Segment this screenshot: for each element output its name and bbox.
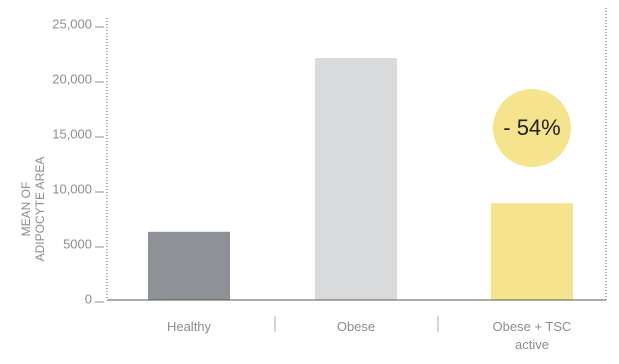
- y-axis-label: MEAN OF ADIPOCYTE AREA: [19, 156, 47, 262]
- bar: [491, 203, 573, 300]
- annotation: - 54%: [503, 115, 560, 140]
- y-tick-label: 10,000: [52, 181, 92, 196]
- annotation-circle: [493, 89, 571, 167]
- y-tick-label: 0: [85, 291, 92, 306]
- y-tick-label: 25,000: [52, 16, 92, 31]
- x-tick-label: Obese + TSC active: [492, 319, 572, 352]
- y-tick-label: 15,000: [52, 126, 92, 141]
- bar: [148, 231, 230, 300]
- x-tick-label: Healthy: [166, 319, 212, 334]
- y-tick-label: 20,000: [52, 71, 92, 86]
- y-tick-label: 5000: [63, 236, 92, 251]
- x-tick-label: Obese: [336, 319, 376, 334]
- bar: [315, 58, 397, 300]
